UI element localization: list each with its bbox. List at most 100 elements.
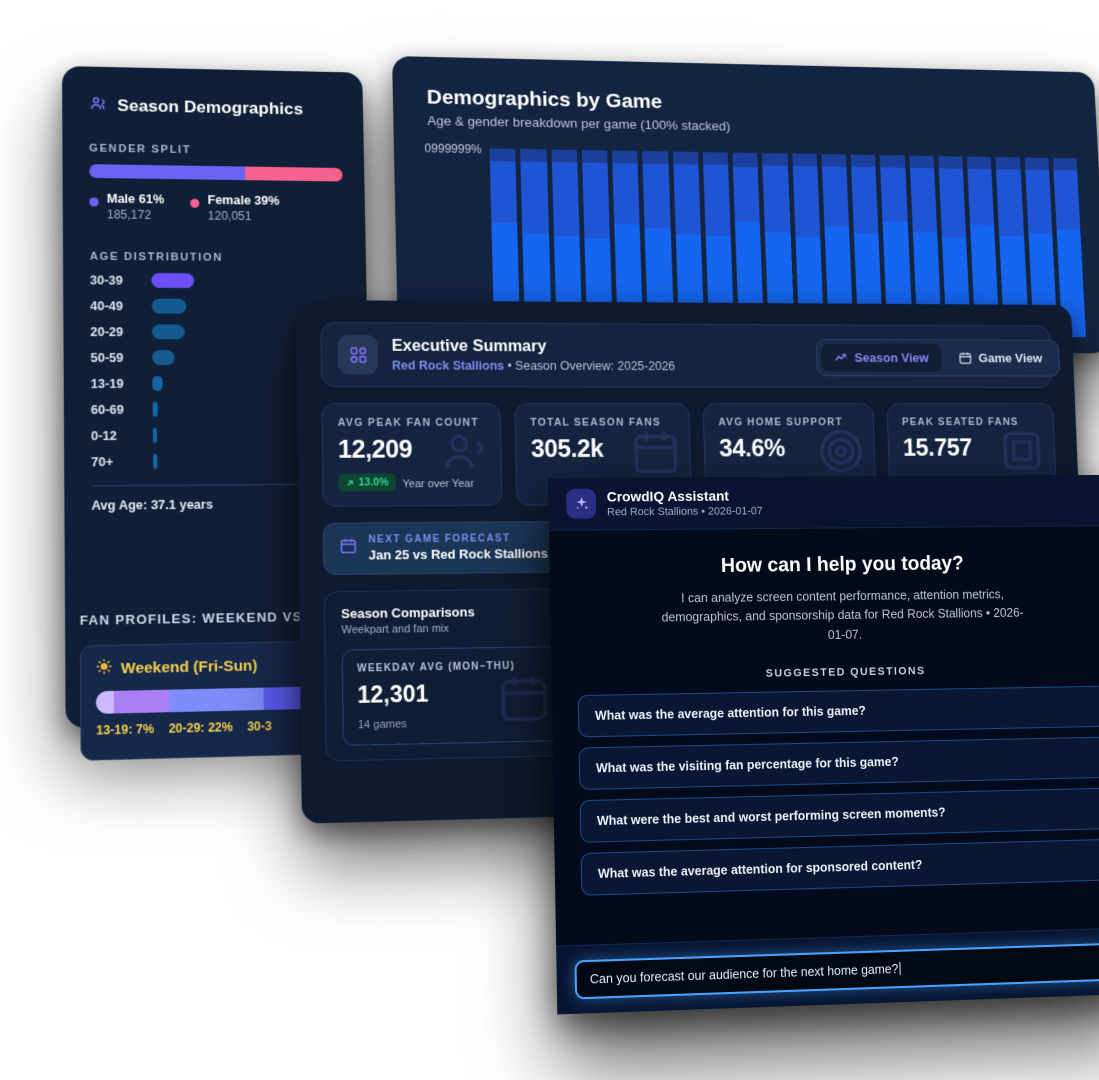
forecast-value: Jan 25 vs Red Rock Stallions	[368, 545, 548, 563]
tab-season-view[interactable]: Season View	[820, 343, 943, 372]
age-range-label: 20-29	[90, 324, 124, 339]
bar-segment	[642, 151, 669, 165]
age-range-label: 13-19	[90, 376, 124, 391]
sun-icon	[96, 658, 113, 680]
legend-item-male: Male 61% 185,172	[89, 192, 164, 222]
legend-item-female: Female 39% 120,051	[190, 193, 279, 223]
bar-segment	[821, 154, 847, 168]
bar-segment	[791, 153, 818, 167]
bar-segment	[702, 152, 729, 166]
calendar-icon	[629, 425, 683, 478]
bar-segment	[1024, 169, 1052, 233]
bar-segment	[762, 153, 788, 167]
chat-input[interactable]: Can you forecast our audience for the ne…	[574, 942, 1099, 1000]
weekend-segment-label: 13-19: 7%	[96, 721, 155, 738]
suggested-question[interactable]: What were the best and worst performing …	[579, 787, 1099, 843]
age-range-label: 60-69	[90, 402, 124, 417]
legend-dot-male	[89, 197, 99, 207]
assistant-input-footer: Can you forecast our audience for the ne…	[556, 927, 1099, 1015]
age-range-label: 30-39	[89, 273, 123, 288]
assistant-body: How can I help you today? I can analyze …	[549, 526, 1099, 897]
age-range-label: 40-49	[90, 298, 124, 313]
legend-female-count: 120,051	[207, 208, 252, 223]
weekend-title: Weekend (Fri-Sun)	[120, 657, 258, 678]
fan-profiles-label: FAN PROFILES: WEEKEND VS	[79, 608, 303, 628]
weekend-segment-label: 30-3	[247, 718, 272, 734]
executive-summary-header: Executive Summary Red Rock Stallions • S…	[320, 321, 1061, 388]
assistant-description: I can analyze screen content performance…	[661, 587, 1024, 642]
suggested-question[interactable]: What was the visiting fan percentage for…	[578, 736, 1099, 791]
bar-segment	[520, 161, 549, 233]
suggested-question[interactable]: What was the average attention for this …	[577, 685, 1099, 738]
grid-icon	[337, 334, 379, 375]
legend-dot-female	[190, 198, 200, 208]
legend-male-label: Male 61%	[106, 191, 165, 207]
crowdiq-assistant-panel: CrowdIQ Assistant Red Rock Stallions • 2…	[548, 474, 1099, 1015]
comparisons-subtitle: Weekpart and fan mix	[341, 622, 449, 636]
users-icon	[89, 94, 109, 118]
suggested-question[interactable]: What was the average attention for spons…	[580, 838, 1099, 896]
bar-segment	[1052, 157, 1078, 171]
calendar-icon	[339, 537, 357, 560]
bar-segment	[489, 148, 516, 162]
suggested-questions-list: What was the average attention for this …	[577, 685, 1099, 896]
view-toggle-group: Season View Game View	[815, 338, 1061, 377]
breadcrumb: Red Rock Stallions • Season Overview: 20…	[392, 359, 675, 373]
bar-segment	[672, 164, 701, 235]
bar-segment	[909, 168, 937, 232]
separator: •	[507, 358, 512, 373]
season-demographics-panel: Season Demographics GENDER SPLIT Male 61…	[62, 66, 375, 761]
bar-segment	[642, 163, 671, 229]
page-title: Executive Summary	[391, 336, 547, 356]
bar-segment	[880, 167, 908, 223]
gender-split-label: GENDER SPLIT	[89, 142, 192, 156]
age-bar	[152, 375, 163, 391]
gender-split-bar	[89, 164, 343, 182]
bar-segment	[732, 152, 758, 168]
bar-segment	[491, 222, 520, 304]
gender-bar-female	[244, 166, 343, 182]
age-row: 30-39	[89, 272, 345, 290]
bar-segment	[551, 162, 580, 237]
bar-segment	[937, 156, 963, 169]
age-bar	[152, 350, 175, 366]
bar-segment	[581, 150, 608, 164]
y-axis-tick-top: 0999999%	[424, 141, 482, 157]
text-caret	[899, 961, 901, 975]
assistant-heading: How can I help you today?	[720, 552, 965, 577]
bar-segment	[967, 169, 995, 225]
bar-segment	[792, 166, 820, 238]
calendar-icon	[496, 669, 553, 726]
age-range-label: 0-12	[90, 428, 117, 443]
age-bar	[151, 272, 195, 289]
age-bar	[152, 401, 158, 417]
bar-segment	[821, 166, 849, 227]
age-bar	[153, 453, 158, 469]
bar-segment	[850, 154, 876, 168]
team-name: Red Rock Stallions	[391, 358, 505, 373]
bar-segment	[612, 163, 640, 225]
suggested-questions-label: SUGGESTED QUESTIONS	[765, 665, 926, 680]
assistant-header: CrowdIQ Assistant Red Rock Stallions • 2…	[548, 474, 1099, 531]
bar-segment	[612, 150, 638, 164]
executive-summary-panel: Executive Summary Red Rock Stallions • S…	[296, 300, 1092, 824]
bar-segment	[672, 151, 699, 165]
tab-game-view[interactable]: Game View	[945, 344, 1056, 372]
trend-up-icon	[834, 350, 849, 364]
next-game-forecast-card[interactable]: NEXT GAME FORECAST Jan 25 vs Red Rock St…	[322, 520, 575, 575]
bar-segment	[938, 168, 967, 238]
age-bar	[152, 427, 158, 443]
users-icon	[439, 426, 493, 480]
bar-segment	[762, 165, 791, 232]
sparkle-icon	[566, 488, 597, 519]
bar-segment	[909, 155, 934, 169]
assistant-title: CrowdIQ Assistant	[606, 487, 730, 505]
status-badge: 13.0%	[338, 473, 396, 492]
bar-segment	[551, 149, 578, 163]
calendar-icon	[958, 351, 972, 365]
bar-segment	[966, 156, 992, 170]
arrow-up-right-icon	[345, 478, 354, 487]
bar-segment	[732, 167, 761, 223]
season-meta: Season Overview: 2025-2026	[515, 358, 676, 373]
bar-segment	[995, 157, 1021, 170]
